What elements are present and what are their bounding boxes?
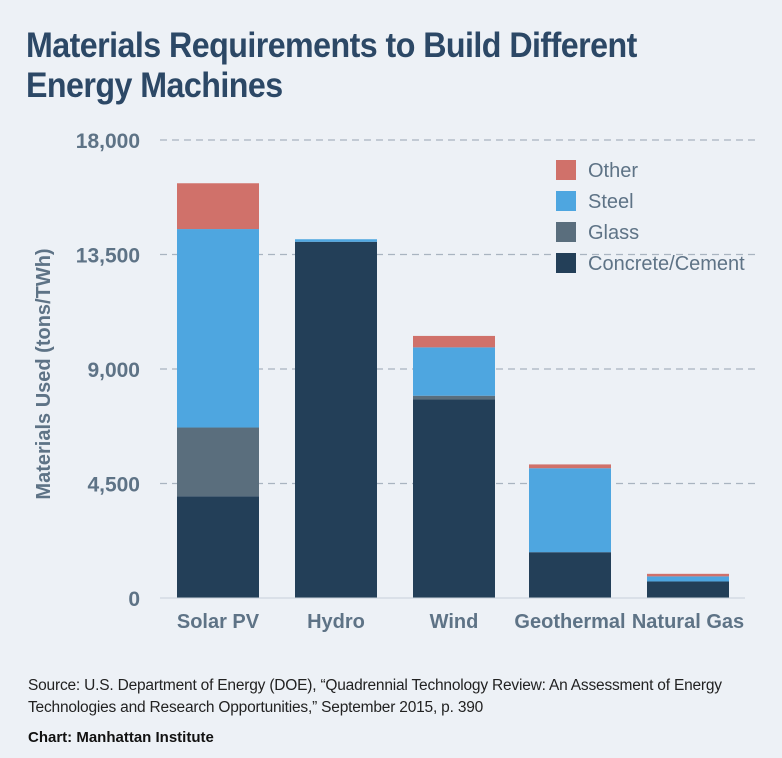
bar-segment-concrete-cement bbox=[177, 496, 259, 598]
chart-title: Materials Requirements to Build Differen… bbox=[26, 26, 637, 105]
legend-label: Concrete/Cement bbox=[588, 253, 745, 275]
y-tick-label: 13,500 bbox=[76, 245, 140, 268]
x-tick-label: Geothermal bbox=[514, 611, 625, 633]
bar-segment-steel bbox=[647, 576, 729, 582]
source-note: Source: U.S. Department of Energy (DOE),… bbox=[28, 677, 722, 716]
legend-label: Glass bbox=[588, 222, 639, 244]
bar-segment-steel bbox=[413, 347, 495, 396]
legend-swatch bbox=[556, 191, 576, 211]
bar-segment-concrete-cement bbox=[413, 399, 495, 598]
bar-segment-concrete-cement bbox=[647, 581, 729, 598]
y-tick-label: 9,000 bbox=[87, 359, 140, 382]
bar-segment-concrete-cement bbox=[295, 241, 377, 598]
legend-swatch bbox=[556, 222, 576, 242]
legend-label: Other bbox=[588, 160, 638, 182]
bar-segment-other bbox=[413, 335, 495, 348]
legend-swatch bbox=[556, 160, 576, 180]
x-tick-label: Natural Gas bbox=[632, 611, 744, 633]
stacked-bar-chart: 0 4,500 9,000 13,500 18,000 Materials Used (t… bbox=[33, 130, 755, 633]
bar-segment-other bbox=[647, 573, 729, 577]
bar-segment-concrete-cement bbox=[529, 552, 611, 598]
bar-segment-steel bbox=[529, 468, 611, 553]
legend-label: Steel bbox=[588, 191, 634, 213]
y-tick-label: 0 bbox=[128, 588, 140, 611]
bar-segment-other bbox=[177, 183, 259, 230]
bar-segment-steel bbox=[295, 239, 377, 242]
bar-segment-other bbox=[529, 464, 611, 469]
y-tick-label: 4,500 bbox=[87, 474, 140, 497]
y-tick-label: 18,000 bbox=[76, 130, 140, 153]
x-tick-label: Hydro bbox=[307, 611, 365, 633]
x-tick-label: Wind bbox=[430, 611, 479, 633]
x-tick-label: Solar PV bbox=[177, 611, 260, 633]
chart-credit: Chart: Manhattan Institute bbox=[28, 729, 214, 746]
bar-segment-glass bbox=[413, 395, 495, 400]
y-axis-title: Materials Used (tons/TWh) bbox=[33, 248, 55, 499]
bar-segment-steel bbox=[177, 229, 259, 428]
bar-segment-glass bbox=[177, 427, 259, 497]
legend-swatch bbox=[556, 253, 576, 273]
